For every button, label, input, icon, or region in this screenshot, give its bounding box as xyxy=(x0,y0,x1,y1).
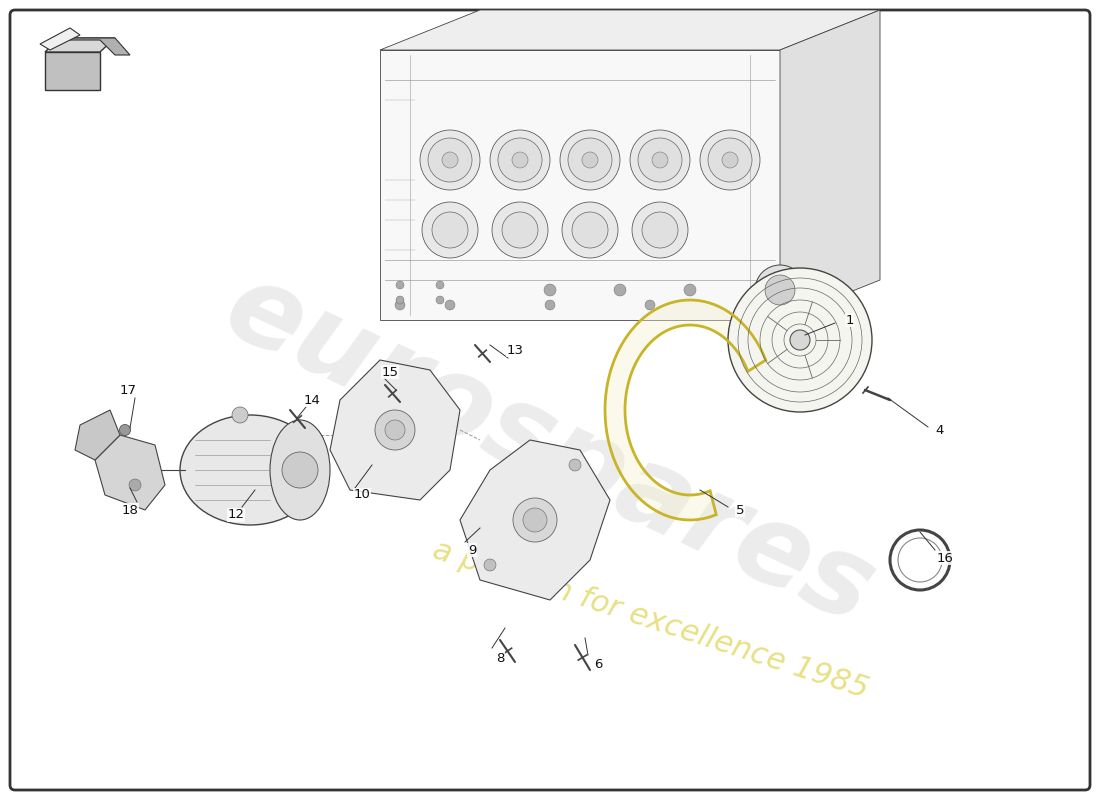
Circle shape xyxy=(764,275,795,305)
Circle shape xyxy=(436,281,444,289)
Circle shape xyxy=(502,212,538,248)
Circle shape xyxy=(490,130,550,190)
Circle shape xyxy=(385,420,405,440)
Circle shape xyxy=(582,152,598,168)
Circle shape xyxy=(484,559,496,571)
Text: 4: 4 xyxy=(936,423,944,437)
Polygon shape xyxy=(330,360,460,500)
Circle shape xyxy=(630,130,690,190)
Text: 5: 5 xyxy=(736,503,745,517)
Circle shape xyxy=(395,300,405,310)
Circle shape xyxy=(632,202,688,258)
Ellipse shape xyxy=(270,420,330,520)
Circle shape xyxy=(422,202,478,258)
Circle shape xyxy=(498,138,542,182)
Circle shape xyxy=(446,300,455,310)
Circle shape xyxy=(492,202,548,258)
Circle shape xyxy=(436,296,444,304)
Polygon shape xyxy=(605,300,766,520)
Circle shape xyxy=(652,152,668,168)
Circle shape xyxy=(572,212,608,248)
Text: 12: 12 xyxy=(228,509,244,522)
Polygon shape xyxy=(379,10,880,50)
Text: 14: 14 xyxy=(304,394,320,406)
Circle shape xyxy=(120,425,131,435)
Circle shape xyxy=(745,300,755,310)
Polygon shape xyxy=(63,38,130,55)
Polygon shape xyxy=(40,28,80,50)
Polygon shape xyxy=(780,10,880,320)
Text: 17: 17 xyxy=(120,383,136,397)
Circle shape xyxy=(728,268,872,412)
Polygon shape xyxy=(95,435,165,510)
Text: 6: 6 xyxy=(594,658,602,671)
Circle shape xyxy=(642,212,678,248)
Circle shape xyxy=(568,138,612,182)
Circle shape xyxy=(282,452,318,488)
Text: eurospares: eurospares xyxy=(209,253,891,647)
Text: 8: 8 xyxy=(496,651,504,665)
Polygon shape xyxy=(460,440,610,600)
Circle shape xyxy=(684,284,696,296)
Circle shape xyxy=(432,212,468,248)
Text: 1: 1 xyxy=(846,314,855,326)
Circle shape xyxy=(129,479,141,491)
Circle shape xyxy=(638,138,682,182)
Circle shape xyxy=(396,296,404,304)
Text: 18: 18 xyxy=(122,503,139,517)
Circle shape xyxy=(513,498,557,542)
Circle shape xyxy=(569,459,581,471)
Text: a passion for excellence 1985: a passion for excellence 1985 xyxy=(429,536,871,704)
Text: 10: 10 xyxy=(353,489,371,502)
Circle shape xyxy=(790,330,810,350)
Text: 9: 9 xyxy=(468,543,476,557)
Text: 16: 16 xyxy=(936,551,954,565)
Polygon shape xyxy=(45,38,116,52)
Circle shape xyxy=(614,284,626,296)
Circle shape xyxy=(544,300,556,310)
Circle shape xyxy=(420,130,480,190)
Circle shape xyxy=(562,202,618,258)
Circle shape xyxy=(755,265,805,315)
Circle shape xyxy=(428,138,472,182)
Circle shape xyxy=(645,300,654,310)
Circle shape xyxy=(708,138,752,182)
FancyBboxPatch shape xyxy=(10,10,1090,790)
Text: 13: 13 xyxy=(506,343,524,357)
Circle shape xyxy=(722,152,738,168)
Circle shape xyxy=(396,281,404,289)
Circle shape xyxy=(512,152,528,168)
Circle shape xyxy=(522,508,547,532)
Ellipse shape xyxy=(180,415,320,525)
Circle shape xyxy=(375,410,415,450)
Circle shape xyxy=(232,407,248,423)
Circle shape xyxy=(544,284,556,296)
Polygon shape xyxy=(379,50,780,320)
Text: 15: 15 xyxy=(382,366,398,378)
Circle shape xyxy=(560,130,620,190)
Circle shape xyxy=(700,130,760,190)
Polygon shape xyxy=(75,410,120,460)
Polygon shape xyxy=(45,52,100,90)
Circle shape xyxy=(442,152,458,168)
